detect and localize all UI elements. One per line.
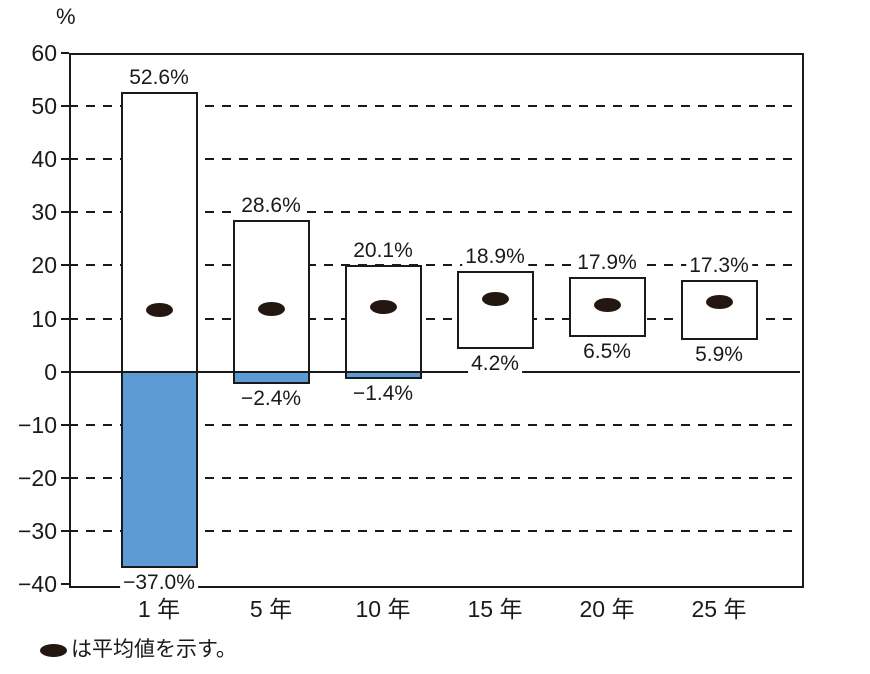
range-bar-2 (232, 219, 310, 385)
min-label-5: 6.5% (580, 340, 634, 364)
max-label-3: 20.1% (350, 238, 416, 262)
y-axis-tick-60 (61, 52, 69, 54)
mean-dot-icon (40, 643, 67, 657)
y-axis-tick--10 (61, 423, 69, 426)
range-bar-1 (120, 92, 198, 569)
y-axis-tick-30 (61, 211, 69, 214)
y-axis-label--20: −20 (17, 464, 57, 491)
negative-fill-2 (234, 371, 308, 383)
max-label-4: 18.9% (462, 245, 528, 269)
range-bar-4 (456, 271, 534, 350)
min-label-3: −1.4% (349, 382, 417, 406)
y-axis-tick-10 (61, 317, 69, 320)
x-axis-label-3: 10 年 (355, 596, 411, 622)
max-label-1: 52.6% (126, 66, 192, 90)
mean-dot-4 (481, 292, 509, 307)
y-axis-tick-50 (61, 105, 69, 108)
y-axis-label-20: 20 (31, 252, 57, 279)
max-label-5: 17.9% (574, 250, 640, 274)
legend: は平均値を示す。 (40, 637, 237, 663)
gridline--30 (69, 529, 800, 532)
y-axis-tick--20 (61, 476, 69, 479)
y-axis-tick-20 (61, 264, 69, 267)
gridline--10 (69, 423, 800, 426)
y-axis-tick-40 (61, 158, 69, 161)
x-axis-label-6: 25 年 (691, 596, 747, 622)
y-axis-tick--30 (61, 529, 69, 532)
mean-dot-3 (369, 299, 397, 314)
y-axis-label-0: 0 (44, 358, 57, 385)
x-axis-label-1: 1 年 (137, 596, 181, 622)
gridline-30 (69, 211, 800, 214)
y-axis-tick-0 (61, 370, 69, 373)
y-axis-label-60: 60 (31, 40, 57, 66)
gridline--20 (69, 476, 800, 479)
min-label-4: 4.2% (468, 352, 522, 376)
x-axis-label-4: 15 年 (467, 596, 523, 622)
y-axis-label-40: 40 (31, 146, 57, 173)
max-label-6: 17.3% (686, 253, 752, 277)
legend-label: は平均値を示す。 (71, 638, 237, 661)
range-bar-6 (680, 279, 758, 341)
mean-dot-1 (145, 303, 173, 317)
gridline-20 (69, 264, 800, 267)
mean-dot-5 (593, 297, 621, 312)
gridline-10 (69, 317, 800, 320)
y-axis-label-30: 30 (31, 199, 57, 226)
negative-fill-3 (346, 371, 420, 378)
y-axis-label-50: 50 (31, 93, 57, 120)
x-axis-label-5: 20 年 (579, 596, 635, 622)
mean-dot-2 (257, 302, 285, 317)
range-bar-3 (344, 264, 422, 380)
y-axis-unit-label: % (56, 4, 76, 29)
max-label-2: 28.6% (238, 193, 304, 217)
zero-line (69, 370, 800, 373)
min-label-2: −2.4% (237, 387, 305, 411)
y-axis-label--40: −40 (17, 571, 57, 597)
y-axis-tick--40 (61, 583, 69, 585)
mean-dot-6 (705, 295, 733, 310)
gridline-50 (69, 105, 800, 108)
y-axis-label--30: −30 (17, 517, 57, 544)
gridline-40 (69, 158, 800, 161)
x-axis-label-2: 5 年 (249, 596, 293, 622)
y-axis-label-10: 10 (31, 305, 57, 332)
negative-fill-1 (122, 371, 196, 567)
min-label-6: 5.9% (692, 343, 746, 367)
min-label-1: −37.0% (120, 571, 198, 595)
y-axis-label--10: −10 (17, 411, 57, 438)
